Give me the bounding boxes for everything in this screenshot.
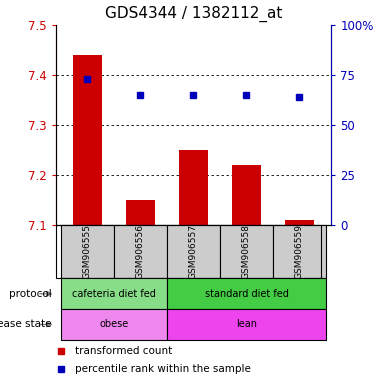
Bar: [179, 150, 208, 225]
Text: obese: obese: [99, 319, 128, 329]
Text: GSM906558: GSM906558: [242, 224, 251, 279]
Bar: [61, 225, 114, 278]
Title: GDS4344 / 1382112_at: GDS4344 / 1382112_at: [105, 6, 282, 22]
Bar: [167, 278, 326, 309]
Bar: [61, 278, 167, 309]
Bar: [232, 165, 261, 225]
Text: disease state: disease state: [0, 319, 52, 329]
Bar: [220, 225, 273, 278]
Bar: [167, 309, 326, 340]
Bar: [273, 225, 326, 278]
Text: transformed count: transformed count: [75, 346, 172, 356]
Text: GSM906559: GSM906559: [295, 224, 304, 279]
Text: GSM906555: GSM906555: [83, 224, 92, 279]
Text: GSM906556: GSM906556: [136, 224, 145, 279]
Bar: [126, 200, 155, 225]
Bar: [73, 55, 102, 225]
Text: percentile rank within the sample: percentile rank within the sample: [75, 364, 251, 374]
Text: protocol: protocol: [9, 289, 52, 299]
Bar: [167, 225, 220, 278]
Bar: [285, 220, 314, 225]
Bar: [114, 225, 167, 278]
Text: GSM906557: GSM906557: [189, 224, 198, 279]
Text: cafeteria diet fed: cafeteria diet fed: [72, 289, 156, 299]
Bar: [61, 309, 167, 340]
Text: standard diet fed: standard diet fed: [205, 289, 288, 299]
Text: lean: lean: [236, 319, 257, 329]
